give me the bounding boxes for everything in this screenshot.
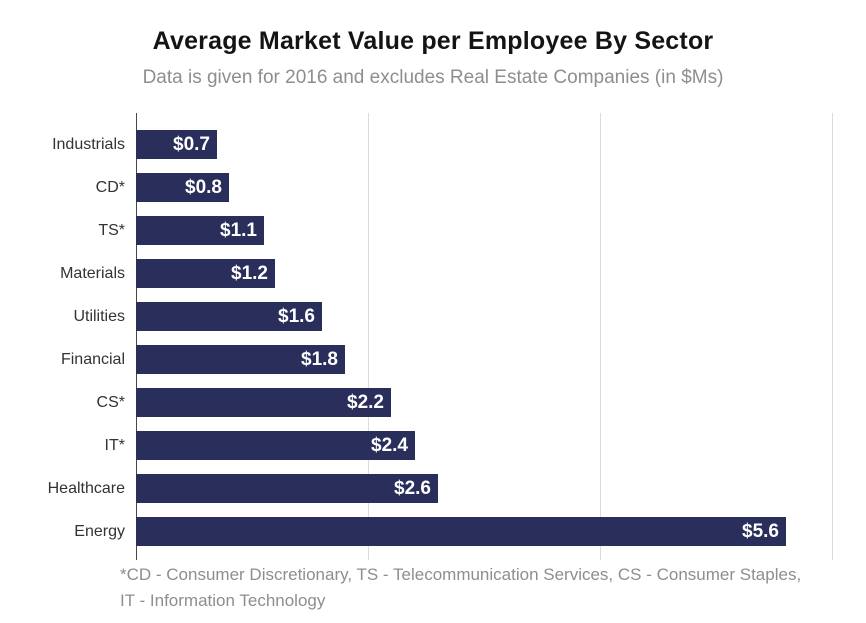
chart-title: Average Market Value per Employee By Sec…	[152, 27, 714, 55]
bar-row: CS* $2.2	[0, 381, 866, 424]
bar: $2.4	[136, 431, 415, 460]
bar: $2.2	[136, 388, 391, 417]
bar-row: Healthcare $2.6	[0, 467, 866, 510]
y-axis-line	[136, 113, 137, 560]
value-label: $1.1	[220, 219, 257, 241]
value-label: $1.2	[231, 262, 268, 284]
gridline	[832, 113, 833, 560]
bar: $1.6	[136, 302, 322, 331]
bar: $5.6	[136, 517, 786, 546]
category-label: Energy	[74, 522, 125, 540]
bar: $2.6	[136, 474, 438, 503]
footnote-line-1: *CD - Consumer Discretionary, TS - Telec…	[120, 565, 802, 584]
bar-row: Energy $5.6	[0, 510, 866, 553]
value-label: $2.6	[394, 477, 431, 499]
category-label: IT*	[104, 436, 125, 454]
value-label: $2.2	[347, 391, 384, 413]
value-label: $1.8	[301, 348, 338, 370]
value-label: $1.6	[278, 305, 315, 327]
category-label: Financial	[60, 350, 125, 368]
bar: $1.2	[136, 259, 275, 288]
category-label: CD*	[95, 178, 125, 196]
category-label: Industrials	[52, 135, 125, 153]
bar-row: TS* $1.1	[0, 209, 866, 252]
value-label: $0.8	[185, 176, 222, 198]
bar-row: Utilities $1.6	[0, 295, 866, 338]
category-label: TS*	[98, 221, 125, 239]
plot-area	[136, 113, 866, 560]
bar-row: IT* $2.4	[0, 424, 866, 467]
gridline	[368, 113, 369, 560]
category-label: Materials	[60, 264, 125, 282]
footnote: *CD - Consumer Discretionary, TS - Telec…	[120, 562, 860, 614]
value-label: $2.4	[371, 434, 408, 456]
bar: $0.7	[136, 130, 217, 159]
bar-rows: Industrials $0.7 CD* $0.8 TS* $1.1 Mater…	[0, 123, 866, 553]
chart-subtitle: Data is given for 2016 and excludes Real…	[142, 67, 724, 88]
value-label: $0.7	[173, 133, 210, 155]
bar: $1.8	[136, 345, 345, 374]
category-label: Healthcare	[47, 479, 125, 497]
category-label: Utilities	[73, 307, 125, 325]
bar: $0.8	[136, 173, 229, 202]
footnote-line-2: IT - Information Technology	[120, 591, 326, 610]
gridline	[600, 113, 601, 560]
bar-row: Materials $1.2	[0, 252, 866, 295]
bar-row: CD* $0.8	[0, 166, 866, 209]
bar-row: Industrials $0.7	[0, 123, 866, 166]
bar-row: Financial $1.8	[0, 338, 866, 381]
bar: $1.1	[136, 216, 264, 245]
value-label: $5.6	[742, 520, 779, 542]
category-label: CS*	[96, 393, 125, 411]
